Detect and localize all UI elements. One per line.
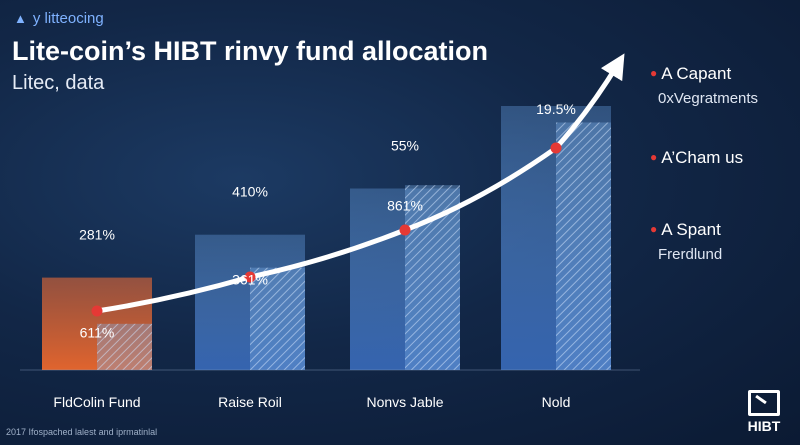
legend-marker-icon: ●: [650, 150, 658, 164]
trend-marker-3: [399, 224, 411, 236]
x-tick-label: Nonvs Jable: [366, 394, 443, 410]
legend-sub: Frerdlund: [658, 246, 723, 263]
logo-text: HIBT: [747, 418, 781, 434]
legend-label: A’Cham us: [661, 148, 744, 167]
bar-overlay-1: [97, 323, 152, 370]
legend-marker-icon: ●: [650, 66, 658, 80]
chart-title: Lite-coin’s HIBT rinvy fund allocation: [12, 36, 489, 66]
brand-text: y litteocing: [32, 10, 104, 27]
data-label-inner: 861%: [387, 198, 423, 214]
data-label: 55%: [391, 138, 419, 154]
trend-marker-2: [244, 271, 256, 283]
data-label: 19.5%: [536, 101, 576, 117]
data-label-inner: 361%: [232, 272, 268, 288]
x-tick-label: FldColin Fund: [53, 394, 140, 410]
legend-item-2: ● A’Cham us: [650, 148, 795, 168]
x-tick-label: Nold: [542, 394, 571, 410]
data-label: 410%: [232, 184, 268, 200]
brand: ▲ y litteocing: [14, 10, 104, 27]
footer-note: 2017 Ifospached lalest and iprmatinlal: [6, 427, 158, 437]
legend-label: A Capant: [661, 64, 732, 83]
hibt-logo: HIBT: [744, 390, 784, 434]
bar-overlay-4: [556, 122, 611, 370]
legend-item-3: ● A Spant Frerdlund: [650, 220, 795, 263]
data-label: 281%: [79, 227, 115, 243]
legend-marker-icon: ●: [650, 222, 658, 236]
bar-overlay-2: [250, 267, 305, 370]
hibt-logo-icon: [748, 390, 780, 416]
legend-item-1: ● A Capant 0хVegratments: [650, 64, 795, 107]
legend-sub: 0хVegratments: [658, 90, 759, 107]
data-label-inner: 611%: [80, 325, 115, 341]
brand-logo-icon: ▲: [14, 11, 27, 26]
chart-subtitle: Litec, data: [12, 72, 105, 94]
legend-label: A Spant: [661, 220, 721, 239]
trend-marker-1: [91, 305, 103, 317]
x-tick-label: Raise Roil: [218, 394, 282, 410]
trend-marker-4: [550, 142, 562, 154]
